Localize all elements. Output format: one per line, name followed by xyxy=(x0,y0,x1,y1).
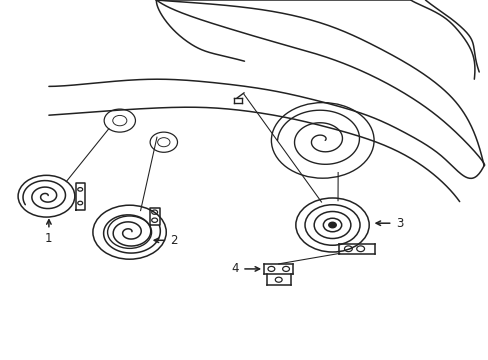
Text: 2: 2 xyxy=(170,234,178,247)
Text: 3: 3 xyxy=(395,217,403,230)
Circle shape xyxy=(328,222,336,228)
Text: 4: 4 xyxy=(231,262,238,275)
Text: 1: 1 xyxy=(45,232,53,245)
